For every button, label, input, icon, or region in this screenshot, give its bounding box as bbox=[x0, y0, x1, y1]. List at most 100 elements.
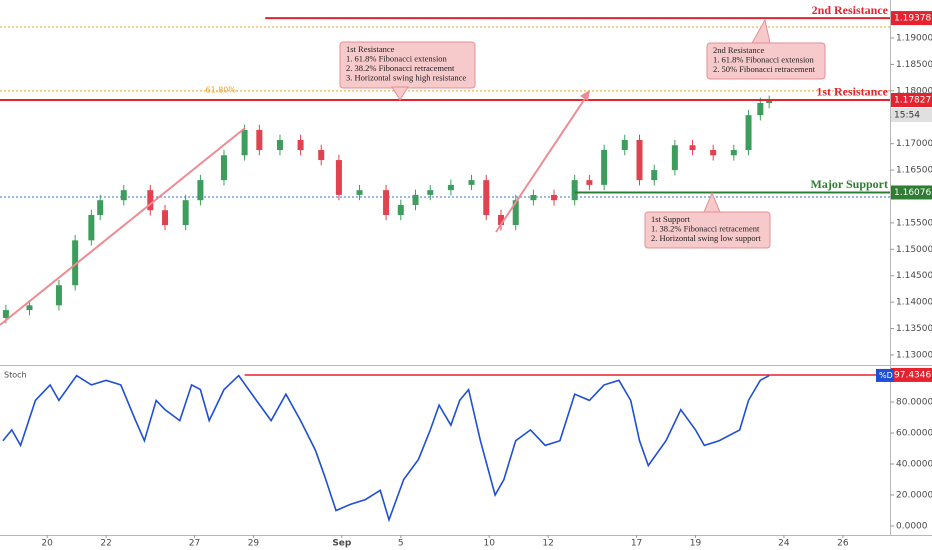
candle-body bbox=[757, 103, 764, 116]
candle-body bbox=[551, 194, 558, 201]
x-tick-label: 12 bbox=[542, 539, 553, 549]
x-tick-label: 27 bbox=[189, 539, 200, 549]
annotation-text: 1st Resistance bbox=[346, 44, 395, 54]
annotation-text: 1st Support bbox=[651, 214, 691, 224]
level-value: 1.17827 bbox=[894, 95, 931, 105]
x-tick-label: 19 bbox=[690, 539, 702, 549]
indicator-title: Stoch bbox=[4, 371, 27, 380]
annotation-text: 2nd Resistance bbox=[713, 45, 764, 55]
candle-body bbox=[162, 210, 169, 226]
trend-arrow bbox=[495, 93, 589, 233]
candle-body bbox=[197, 180, 204, 201]
annotation-text: 2. Horizontal swing low support bbox=[651, 233, 761, 243]
candle-body bbox=[26, 305, 33, 311]
candle-body bbox=[335, 160, 342, 195]
level-name: 2nd Resistance bbox=[812, 3, 889, 17]
candle-body bbox=[601, 150, 608, 185]
candle-body bbox=[745, 115, 752, 151]
x-tick-label: Sep bbox=[332, 539, 352, 549]
y-tick-label: 1.17000 bbox=[896, 139, 932, 149]
annotation-text: 2. 38.2% Fibonacci retracement bbox=[346, 63, 455, 73]
candle-body bbox=[147, 190, 154, 211]
legend-label: %D bbox=[879, 371, 893, 380]
x-tick-label: 24 bbox=[778, 539, 790, 549]
annotation-text: 1. 61.8% Fibonacci extension bbox=[713, 54, 815, 64]
fib-label: 61.80% bbox=[205, 85, 236, 94]
y-tick-label: 1.18500 bbox=[896, 60, 932, 70]
level-name: Major Support bbox=[811, 177, 888, 191]
level-value-box bbox=[891, 11, 932, 26]
y-tick-label: 0.0000 bbox=[896, 522, 928, 532]
trend-line bbox=[0, 127, 246, 326]
candle-body bbox=[120, 190, 127, 201]
y-tick-label: 80.0000 bbox=[896, 397, 932, 407]
y-tick-label: 1.15500 bbox=[896, 218, 932, 228]
candle-body bbox=[72, 240, 79, 286]
level-name: 1st Resistance bbox=[816, 85, 888, 99]
y-tick-label: 20.0000 bbox=[896, 490, 932, 500]
trend-arrows bbox=[0, 18, 771, 326]
arrow-head bbox=[580, 90, 590, 101]
candle-body bbox=[636, 139, 643, 181]
candle-body bbox=[55, 285, 62, 306]
candle-body bbox=[2, 310, 9, 318]
annotation-text: 2. 50% Fibonacci retracement bbox=[713, 64, 816, 74]
annotation-text: 1. 38.2% Fibonacci retracement bbox=[651, 223, 760, 233]
candle-body bbox=[88, 214, 95, 241]
y-tick-label: 60.0000 bbox=[896, 428, 932, 438]
candle-body bbox=[710, 150, 717, 156]
level-value-box bbox=[891, 185, 932, 200]
candle-body bbox=[397, 204, 404, 215]
candle-body bbox=[651, 170, 658, 181]
candle-body bbox=[730, 150, 737, 156]
y-tick-label: 1.14500 bbox=[896, 271, 932, 281]
candle-body bbox=[182, 200, 189, 226]
candle-body bbox=[621, 139, 628, 151]
y-tick-label: 1.16500 bbox=[896, 166, 932, 176]
candle-body bbox=[483, 180, 490, 215]
x-tick-label: 29 bbox=[248, 539, 260, 549]
time-box bbox=[891, 107, 932, 122]
y-tick-label: 1.14000 bbox=[896, 298, 932, 308]
candle-body bbox=[447, 184, 454, 191]
candle-body bbox=[356, 190, 363, 195]
candle-body bbox=[220, 155, 227, 181]
time-label: 15:54 bbox=[894, 110, 920, 120]
candle-body bbox=[276, 139, 283, 151]
callout-pointer bbox=[703, 191, 721, 213]
y-tick-label: 1.19000 bbox=[896, 34, 932, 44]
candle-body bbox=[97, 200, 104, 215]
candle-body bbox=[497, 214, 504, 226]
callout-pointer bbox=[751, 18, 771, 44]
candle-body bbox=[766, 100, 773, 104]
candle-body bbox=[571, 180, 578, 201]
candle-body bbox=[530, 194, 537, 201]
candle-body bbox=[241, 129, 248, 156]
candle-body bbox=[297, 139, 304, 151]
x-tick-label: 5 bbox=[398, 539, 404, 549]
x-tick-label: 26 bbox=[837, 539, 849, 549]
annotation-text: 3. Horizontal swing high resistance bbox=[346, 72, 466, 82]
level-value: 1.19378 bbox=[894, 14, 931, 24]
y-tick-label: 1.15000 bbox=[896, 245, 932, 255]
y-tick-label: 1.13500 bbox=[896, 324, 932, 334]
candle-body bbox=[512, 200, 519, 226]
x-tick-label: 10 bbox=[483, 539, 495, 549]
level-value-box bbox=[891, 367, 932, 382]
y-tick-label: 40.0000 bbox=[896, 459, 932, 469]
candle-body bbox=[689, 145, 696, 151]
level-value: 97.4346 bbox=[894, 370, 931, 380]
annotation-text: 1. 61.8% Fibonacci extension bbox=[346, 53, 448, 63]
candle-body bbox=[256, 129, 263, 151]
y-tick-label: 1.13000 bbox=[896, 350, 932, 360]
x-tick-label: 17 bbox=[631, 539, 642, 549]
candle-body bbox=[412, 194, 419, 205]
callout-pointer bbox=[391, 86, 409, 101]
candle-body bbox=[427, 190, 434, 195]
candle-body bbox=[318, 150, 325, 161]
legend-box bbox=[876, 368, 894, 382]
stoch-line bbox=[2, 374, 770, 523]
y-tick-label: 1.18000 bbox=[896, 86, 932, 96]
